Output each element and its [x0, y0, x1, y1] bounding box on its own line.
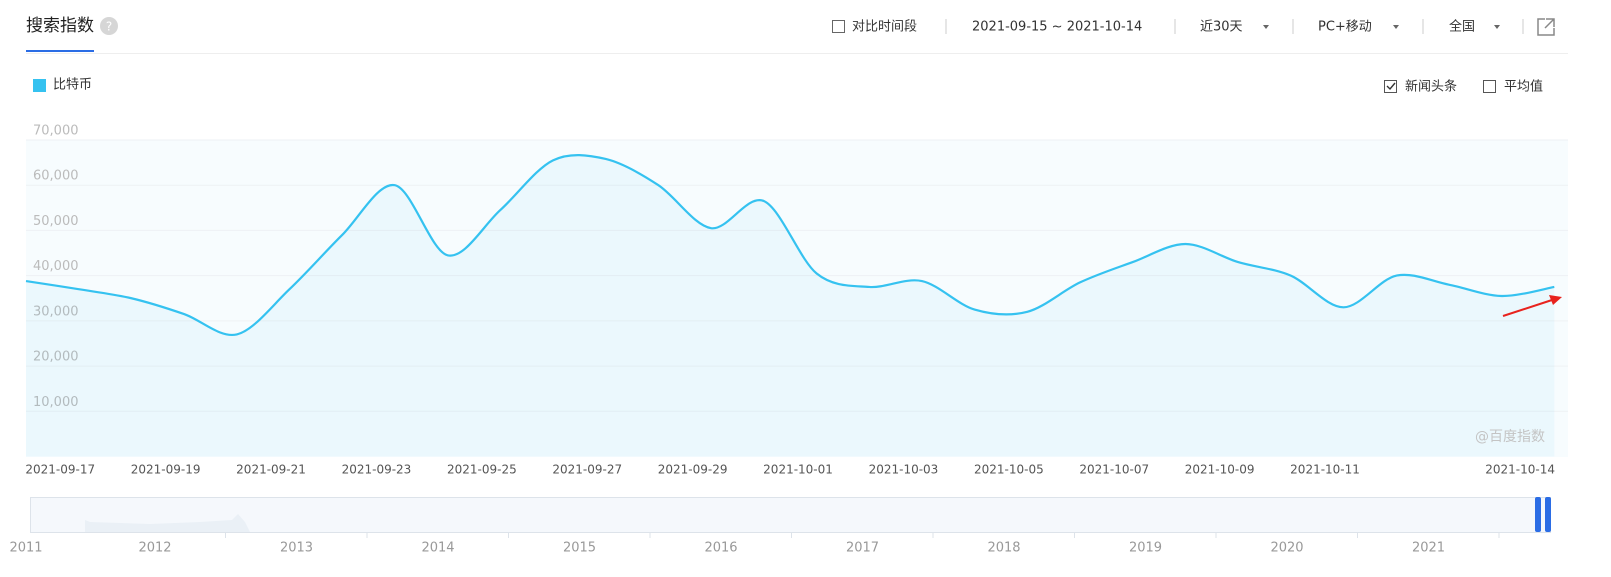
x-tick-label: 2021-10-07: [1079, 463, 1149, 477]
news-checkbox[interactable]: [1384, 80, 1397, 93]
y-tick-label: 10,000: [33, 395, 79, 410]
y-tick-label: 30,000: [33, 304, 79, 319]
plot-background: [26, 140, 1568, 457]
tab-underline: [26, 50, 94, 52]
x-tick-label: 2021-09-23: [342, 463, 412, 477]
tab-title[interactable]: 搜索指数: [26, 16, 94, 36]
export-icon[interactable]: [1537, 18, 1555, 36]
legend-label: 比特币: [53, 78, 92, 93]
line: [25, 154, 1555, 337]
x-tick-label: 2021-10-09: [1185, 463, 1255, 477]
x-tick-label: 2021-09-29: [658, 463, 728, 477]
legend-swatch: [33, 79, 46, 92]
navigator[interactable]: [30, 497, 1551, 533]
y-tick-label: 50,000: [33, 214, 79, 229]
year-label: 2013: [280, 541, 313, 556]
x-tick-label: 2021-09-27: [552, 463, 622, 477]
dropdown-caret: [1494, 25, 1500, 29]
year-label: 2020: [1270, 541, 1303, 556]
y-tick-label: 70,000: [33, 124, 79, 139]
help-icon[interactable]: [100, 17, 118, 35]
year-label: 2011: [9, 541, 42, 556]
watermark: @百度指数: [1475, 429, 1545, 445]
compare-label[interactable]: 对比时间段: [852, 20, 917, 35]
year-label: 2016: [704, 541, 737, 556]
navigator-preview: [85, 514, 250, 532]
dropdown-caret: [1263, 25, 1269, 29]
x-tick-label: 2021-10-11: [1290, 463, 1360, 477]
x-tick-label: 2021-09-17: [25, 463, 95, 477]
date-range[interactable]: 2021-09-15 ~ 2021-10-14: [972, 20, 1142, 35]
x-tick-label: 2021-10-05: [974, 463, 1044, 477]
year-label: 2014: [421, 541, 454, 556]
compare-checkbox[interactable]: [832, 20, 845, 33]
x-tick-label: 2021-09-19: [131, 463, 201, 477]
x-tick-label: 2021-10-03: [869, 463, 939, 477]
navigator-axis: 2011 2012 2013 2014 2015 2016 2017 2018 2019 2020…: [9, 532, 1500, 556]
year-label: 2021: [1412, 541, 1445, 556]
region-select[interactable]: 全国: [1449, 19, 1475, 35]
average-label[interactable]: 平均值: [1504, 79, 1543, 95]
x-tick-label: 2021-10-01: [763, 463, 833, 477]
navigator-handle[interactable]: [1535, 497, 1541, 532]
dropdown-caret: [1393, 25, 1399, 29]
x-tick-label: 2021-09-21: [236, 463, 306, 477]
y-tick-label: 40,000: [33, 259, 79, 274]
year-label: 2015: [563, 541, 596, 556]
check-mark: [1386, 82, 1396, 91]
area: [26, 155, 1555, 457]
average-checkbox[interactable]: [1483, 80, 1496, 93]
y-tick-label: 60,000: [33, 169, 79, 184]
device-select[interactable]: PC+移动: [1318, 20, 1372, 35]
help-text: ?: [106, 20, 112, 34]
arrow-head: [1549, 295, 1562, 305]
y-tick-label: 20,000: [33, 350, 79, 365]
x-tick-label: 2021-10-14: [1485, 463, 1555, 477]
x-tick-label: 2021-09-25: [447, 463, 517, 477]
year-label: 2019: [1129, 541, 1162, 556]
navigator-handle[interactable]: [1545, 497, 1551, 532]
year-label: 2018: [987, 541, 1020, 556]
year-label: 2017: [846, 541, 879, 556]
news-label[interactable]: 新闻头条: [1405, 79, 1457, 95]
plot: 10,000 20,000 30,000 40,000 50,000 60,000 70,0…: [25, 124, 1568, 457]
period-select[interactable]: 近30天: [1200, 20, 1243, 35]
year-label: 2012: [138, 541, 171, 556]
annotation-arrow: [1502, 299, 1553, 317]
